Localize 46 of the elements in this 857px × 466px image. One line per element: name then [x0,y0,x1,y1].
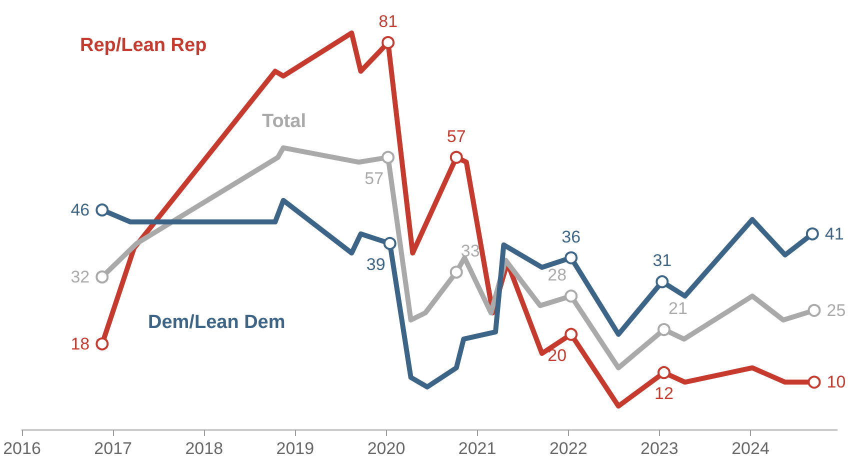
data-label: 36 [562,227,581,246]
x-tick-label: 2016 [3,439,41,458]
x-tick-label: 2024 [732,439,770,458]
text: Rep/Lean Rep [80,35,207,56]
point [564,251,578,264]
point [657,323,670,336]
data-label: 31 [652,251,672,270]
data-label: 81 [378,12,398,32]
point [383,236,396,250]
data-label: 20 [548,346,567,365]
x-tick-label: 2019 [276,439,314,458]
point [806,227,819,240]
point [808,304,821,317]
data-label: 25 [826,300,846,320]
point [450,150,463,164]
text: Dem/Lean Dem [148,312,286,333]
data-label: 33 [460,242,480,261]
point [656,275,669,288]
data-label: 28 [548,266,567,285]
x-tick-label: 2021 [458,439,496,458]
point [96,270,109,284]
data-label: 39 [366,254,386,274]
data-label: 10 [826,372,846,392]
point [450,266,463,279]
point [382,36,395,50]
point [382,150,395,164]
data-label: 57 [446,126,466,146]
data-label: 46 [70,200,90,220]
x-tick-label: 2020 [367,439,406,458]
x-tick-label: 2017 [94,439,132,458]
data-label: 21 [668,299,688,318]
point [96,337,109,350]
data-label: 41 [824,224,844,244]
series-label: Total [262,111,306,132]
point [564,328,578,341]
data-label: 57 [364,168,384,188]
point [808,376,821,389]
point [657,366,670,380]
point [564,290,578,303]
point [96,203,109,216]
data-label: 32 [70,267,90,286]
x-tick-label: 2022 [549,439,588,458]
x-tick-label: 2018 [185,439,224,458]
x-tick-label: 2023 [640,439,678,458]
data-label: 18 [70,334,90,354]
data-label: 12 [654,384,674,404]
